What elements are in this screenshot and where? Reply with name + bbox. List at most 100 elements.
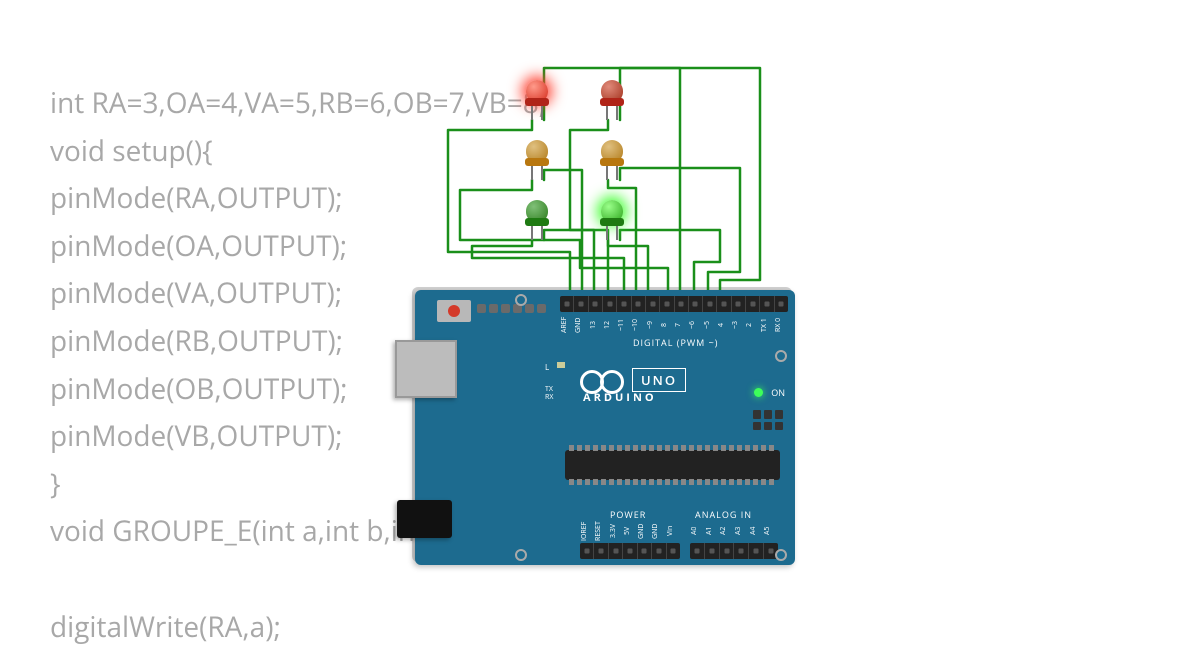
led-green-a [525,200,549,234]
led-leg [531,226,533,240]
pin-label: ~9 [646,314,660,336]
pin-label: GND [637,521,651,541]
pin-socket[interactable] [632,296,646,312]
pin-label: A1 [705,521,720,541]
model-label: UNO [632,368,686,392]
pin-label: 2 [745,314,759,336]
pin-socket[interactable] [660,296,674,312]
led-orange-a [525,140,549,174]
usb-port [395,340,457,398]
pin-socket[interactable] [746,296,760,312]
pin-socket[interactable] [760,296,774,312]
pin-label: ~5 [703,314,717,336]
pin-socket[interactable] [646,296,660,312]
led-leg [616,166,618,180]
led-base [525,158,549,166]
arduino-board: AREF GND 1312~11~10~987~6~54~32TX 1RX 0 DI… [415,290,795,565]
led-leg [531,166,533,180]
brand-label: ARDUINO [583,390,657,405]
pin-label: A5 [763,521,778,541]
led-base [525,218,549,226]
pin-socket[interactable] [580,543,594,559]
mount-hole-icon [515,549,527,561]
power-pin-labels: IOREFRESET3.3V5VGNDGNDVin [580,521,680,541]
analog-section-label: ANALOG IN [695,508,752,521]
pin-socket[interactable] [652,543,666,559]
pin-label: 8 [660,314,674,336]
pin-socket[interactable] [594,543,608,559]
pin-label: RX 0 [774,314,788,336]
pin-socket[interactable] [720,543,735,559]
infinity-logo-icon [580,370,624,390]
pin-label: ~3 [731,314,745,336]
arduino-logo-row: UNO [580,368,686,392]
pin-socket[interactable] [749,543,764,559]
led-leg [606,106,608,120]
reset-button[interactable] [437,300,471,322]
pin-socket[interactable] [705,543,720,559]
led-leg [541,166,543,180]
pin-label: ~10 [631,314,645,336]
led-base [600,158,624,166]
pin-socket[interactable] [638,543,652,559]
pin-label: 4 [717,314,731,336]
icsp-header [753,410,783,430]
pin-socket[interactable] [775,296,788,312]
pin-socket[interactable] [690,543,705,559]
pin-socket[interactable] [560,296,574,312]
l-led-indicator [557,362,565,368]
rx-label: RX [545,394,553,402]
pin-label: A4 [749,521,764,541]
pin-socket[interactable] [589,296,603,312]
pin-label: 13 [589,314,603,336]
pin-socket[interactable] [609,543,623,559]
led-green-b [600,200,624,234]
pin-socket[interactable] [732,296,746,312]
circuit-stage: AREF GND 1312~11~10~987~6~54~32TX 1RX 0 DI… [0,0,1200,630]
pin-label: 12 [603,314,617,336]
led-leg [541,226,543,240]
led-leg [606,166,608,180]
pin-socket[interactable] [734,543,749,559]
tx-rx-labels: TX RX [545,386,553,403]
pin-socket[interactable] [617,296,631,312]
smd-components [477,304,546,313]
pin-socket[interactable] [675,296,689,312]
mount-hole-icon [515,294,527,306]
led-leg [616,226,618,240]
pin-label: TX 1 [760,314,774,336]
led-red-b [600,80,624,114]
pin-label: Vin [666,521,680,541]
led-leg [531,106,533,120]
pin-label: 5V [623,521,637,541]
pin-socket[interactable] [703,296,717,312]
led-base [600,218,624,226]
pin-socket[interactable] [623,543,637,559]
analog-pin-labels: A0A1A2A3A4A5 [690,521,778,541]
pin-socket[interactable] [574,296,588,312]
pin-label: ~11 [617,314,631,336]
pin-socket[interactable] [717,296,731,312]
pin-label: 7 [674,314,688,336]
power-pin-header [580,543,680,559]
digital-section-label: DIGITAL (PWM ~) [633,336,718,349]
led-leg [541,106,543,120]
digital-pin-labels: AREFGND1312~11~10~987~6~54~32TX 1RX 0 [560,314,788,336]
l-led-label: L [545,362,549,373]
pin-socket[interactable] [689,296,703,312]
pin-label: ~6 [688,314,702,336]
power-jack [397,500,452,538]
digital-pin-header [560,296,788,312]
pin-label: A2 [719,521,734,541]
pin-socket[interactable] [603,296,617,312]
analog-pin-header [690,543,778,559]
power-section-label: POWER [610,508,646,521]
on-led-indicator [754,388,763,397]
pin-label: IOREF [580,521,594,541]
pin-label: AREF [560,314,574,336]
led-orange-b [600,140,624,174]
led-leg [616,106,618,120]
pin-socket[interactable] [667,543,680,559]
led-leg [606,226,608,240]
pin-label: 3.3V [609,521,623,541]
